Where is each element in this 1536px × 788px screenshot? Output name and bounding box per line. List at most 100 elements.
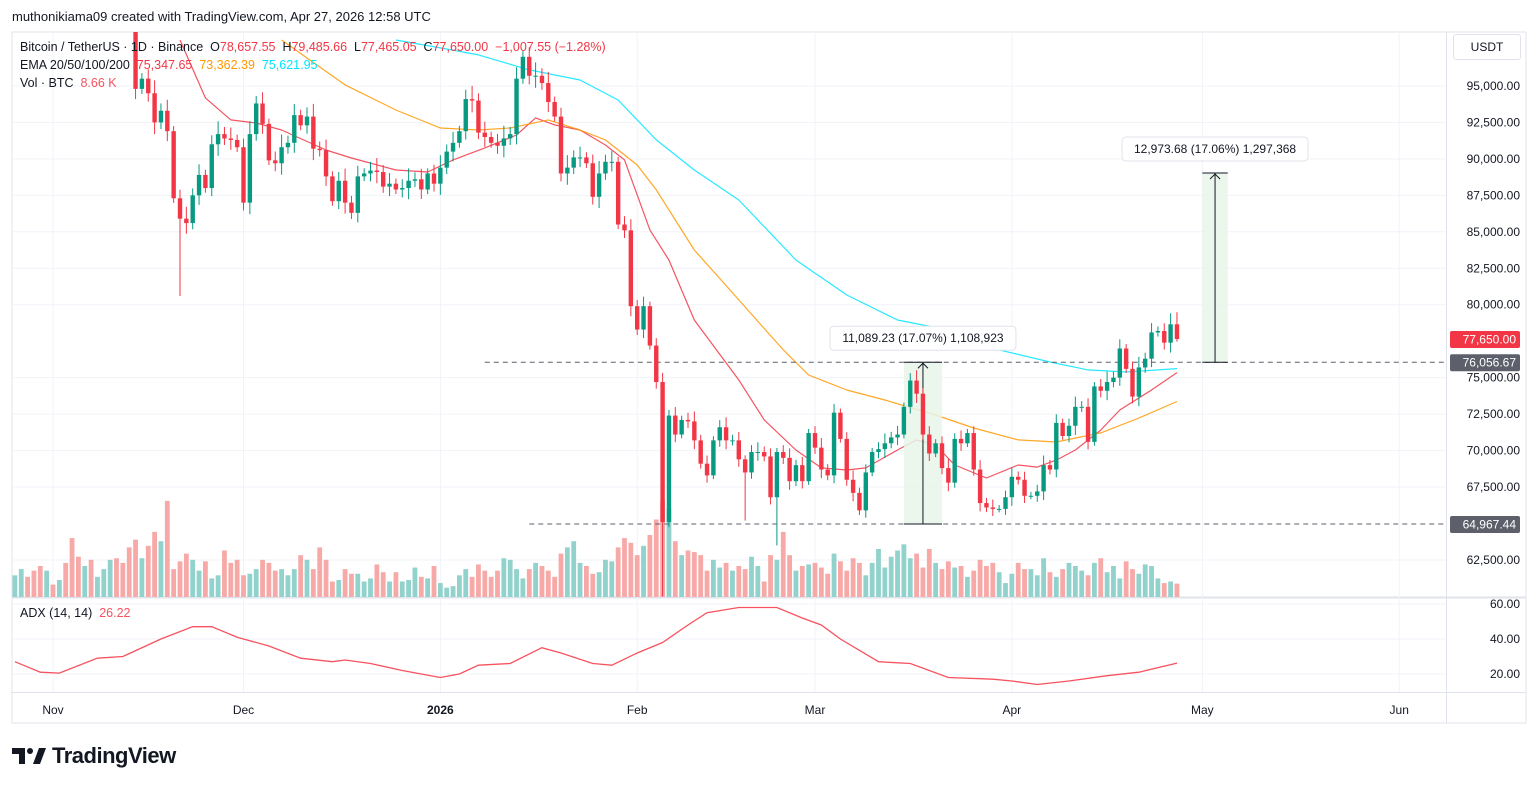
candle[interactable] bbox=[133, 0, 138, 100]
candle[interactable] bbox=[508, 126, 513, 145]
candle[interactable] bbox=[1174, 312, 1180, 342]
candle[interactable] bbox=[1016, 471, 1021, 485]
candle[interactable] bbox=[800, 457, 805, 489]
candle[interactable] bbox=[241, 138, 246, 211]
candle[interactable] bbox=[558, 107, 564, 182]
candle[interactable] bbox=[273, 151, 278, 172]
candle[interactable] bbox=[158, 103, 164, 130]
candle[interactable] bbox=[83, 0, 87, 8]
candle[interactable] bbox=[1066, 418, 1072, 443]
candle[interactable] bbox=[996, 505, 1002, 513]
candle[interactable] bbox=[76, 0, 80, 4]
candle[interactable] bbox=[946, 458, 951, 492]
candle[interactable] bbox=[342, 168, 348, 214]
candle[interactable] bbox=[1060, 418, 1065, 440]
candle[interactable] bbox=[577, 146, 583, 168]
candle[interactable] bbox=[787, 448, 792, 490]
candle[interactable] bbox=[596, 161, 602, 209]
candle[interactable] bbox=[152, 80, 157, 135]
candle[interactable] bbox=[1047, 459, 1053, 475]
candle[interactable] bbox=[260, 92, 265, 134]
candle[interactable] bbox=[628, 219, 634, 317]
candle[interactable] bbox=[89, 0, 93, 4]
candle[interactable] bbox=[762, 446, 767, 462]
candle[interactable] bbox=[1111, 371, 1116, 388]
candle[interactable] bbox=[901, 402, 907, 439]
candle[interactable] bbox=[685, 412, 691, 428]
candle[interactable] bbox=[704, 455, 710, 483]
candle[interactable] bbox=[977, 460, 983, 512]
candle[interactable] bbox=[838, 408, 843, 443]
candle[interactable] bbox=[1054, 414, 1059, 478]
candle[interactable] bbox=[952, 433, 957, 488]
candle[interactable] bbox=[349, 195, 354, 219]
candle[interactable] bbox=[666, 409, 672, 528]
candle[interactable] bbox=[755, 442, 761, 461]
candle[interactable] bbox=[222, 126, 227, 145]
candle[interactable] bbox=[469, 85, 475, 113]
candle[interactable] bbox=[711, 436, 716, 480]
candle[interactable] bbox=[1130, 361, 1135, 404]
candle[interactable] bbox=[1085, 398, 1091, 450]
candle[interactable] bbox=[730, 434, 735, 446]
candle[interactable] bbox=[863, 464, 868, 518]
candle[interactable] bbox=[146, 69, 151, 102]
tradingview-logo[interactable]: TradingView bbox=[12, 743, 176, 769]
candle[interactable] bbox=[965, 428, 970, 448]
candle[interactable] bbox=[171, 126, 176, 203]
candle[interactable] bbox=[412, 172, 418, 188]
candle[interactable] bbox=[527, 47, 532, 85]
candle[interactable] bbox=[1117, 339, 1122, 386]
candle[interactable] bbox=[520, 51, 526, 84]
candle[interactable] bbox=[609, 151, 614, 172]
candle[interactable] bbox=[546, 71, 551, 113]
candle[interactable] bbox=[552, 96, 557, 122]
candle[interactable] bbox=[361, 168, 367, 182]
candle[interactable] bbox=[812, 426, 818, 454]
candle[interactable] bbox=[1123, 344, 1129, 373]
candle[interactable] bbox=[476, 93, 481, 140]
candle[interactable] bbox=[1041, 455, 1046, 501]
candle[interactable] bbox=[914, 370, 919, 404]
candle[interactable] bbox=[768, 448, 773, 505]
candle[interactable] bbox=[660, 372, 665, 597]
candle[interactable] bbox=[203, 169, 208, 193]
candle[interactable] bbox=[190, 188, 195, 230]
candle[interactable] bbox=[514, 67, 519, 145]
candle[interactable] bbox=[228, 127, 233, 150]
candle[interactable] bbox=[749, 445, 754, 479]
time-axis[interactable]: Nov Dec 2026 Feb Mar Apr May Jun bbox=[42, 703, 1409, 717]
candle[interactable] bbox=[419, 168, 424, 199]
candle[interactable] bbox=[920, 388, 926, 440]
candle[interactable] bbox=[857, 487, 862, 516]
candle[interactable] bbox=[971, 426, 976, 476]
candle[interactable] bbox=[1168, 313, 1173, 353]
candle[interactable] bbox=[368, 161, 373, 182]
candle[interactable] bbox=[406, 168, 411, 200]
candle[interactable] bbox=[438, 155, 443, 195]
candle[interactable] bbox=[266, 118, 272, 166]
currency-selector[interactable]: USDT bbox=[1453, 34, 1521, 60]
candle[interactable] bbox=[139, 73, 145, 94]
candle[interactable] bbox=[1155, 326, 1161, 337]
candle[interactable] bbox=[869, 447, 875, 477]
candle[interactable] bbox=[1104, 371, 1110, 401]
candle[interactable] bbox=[990, 499, 995, 517]
candle[interactable] bbox=[723, 417, 729, 450]
candle[interactable] bbox=[698, 434, 703, 469]
candle[interactable] bbox=[311, 103, 316, 161]
candle[interactable] bbox=[495, 133, 500, 154]
candle[interactable] bbox=[584, 152, 589, 168]
candle[interactable] bbox=[234, 134, 240, 152]
candle[interactable] bbox=[939, 436, 945, 475]
candle[interactable] bbox=[539, 68, 545, 90]
candle[interactable] bbox=[1079, 401, 1084, 412]
candle[interactable] bbox=[165, 99, 170, 142]
candle[interactable] bbox=[889, 431, 894, 449]
candle[interactable] bbox=[603, 154, 608, 180]
candle[interactable] bbox=[1162, 323, 1167, 350]
candle[interactable] bbox=[292, 104, 297, 153]
candle[interactable] bbox=[1136, 356, 1142, 407]
candle[interactable] bbox=[209, 135, 214, 197]
